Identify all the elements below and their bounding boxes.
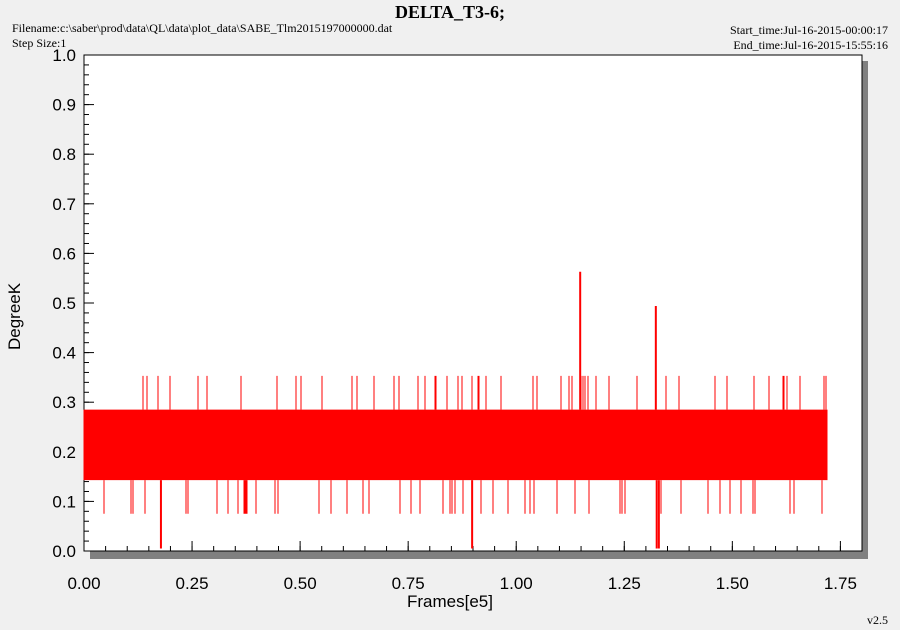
y-tick-label: 0.9 [52, 96, 76, 115]
x-tick-label: 0.75 [392, 574, 425, 593]
version-text: v2.5 [867, 613, 888, 627]
y-tick-label: 0.6 [52, 244, 76, 263]
end-time-text: End_time:Jul-16-2015-15:55:16 [733, 38, 888, 52]
x-tick-label: 0.25 [176, 574, 209, 593]
y-tick-label: 0.2 [52, 443, 76, 462]
x-tick-label: 1.25 [608, 574, 641, 593]
y-tick-label: 0.5 [52, 294, 76, 313]
x-axis-label: Frames[e5] [407, 592, 493, 611]
start-time-text: Start_time:Jul-16-2015-00:00:17 [730, 23, 888, 37]
y-tick-label: 0.8 [52, 145, 76, 164]
series-excursions [103, 375, 827, 514]
step-size-text: Step Size:1 [12, 36, 67, 50]
y-tick-label: 0.0 [52, 542, 76, 561]
y-tick-label: 0.3 [52, 393, 76, 412]
x-tick-label: 0.50 [284, 574, 317, 593]
filename-text: Filename:c:\saber\prod\data\QL\data\plot… [12, 21, 393, 35]
y-tick-label: 0.7 [52, 195, 76, 214]
page-title: DELTA_T3-6; [394, 2, 506, 22]
y-tick-label: 1.0 [52, 46, 76, 65]
series-band [83, 409, 828, 481]
x-tick-label: 1.75 [824, 574, 857, 593]
y-axis-label: DegreeK [5, 282, 24, 350]
y-tick-label: 0.1 [52, 492, 76, 511]
series-line [83, 271, 828, 549]
x-tick-label: 0.00 [67, 574, 100, 593]
x-tick-label: 1.50 [716, 574, 749, 593]
x-tick-label: 1.00 [500, 574, 533, 593]
y-tick-label: 0.4 [52, 344, 76, 363]
